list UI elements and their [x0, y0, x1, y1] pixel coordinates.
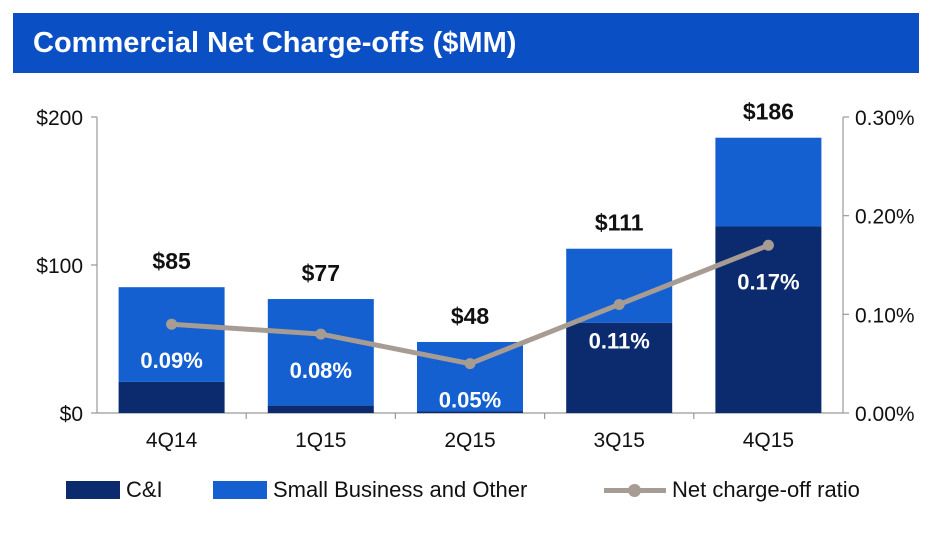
bar-small-business	[118, 287, 225, 382]
x-tick-label: 4Q15	[743, 429, 794, 452]
y-left-tick-label: $200	[36, 107, 83, 130]
ratio-point	[315, 328, 327, 340]
legend-label-c-and-i: C&I	[126, 477, 163, 502]
chart-title: Commercial Net Charge-offs ($MM)	[13, 13, 919, 73]
bar-c-and-i	[566, 322, 673, 413]
ratio-point	[613, 298, 625, 310]
ratio-data-label: 0.17%	[737, 269, 799, 294]
bar-c-and-i	[417, 411, 523, 413]
legend-swatch-ratio	[604, 481, 666, 499]
y-right-tick-label: 0.30%	[855, 107, 915, 130]
bar-c-and-i	[267, 405, 374, 413]
ratio-point	[464, 358, 476, 370]
bar-small-business	[267, 299, 374, 406]
bar-c-and-i	[118, 381, 225, 413]
ratio-data-label: 0.05%	[439, 388, 501, 413]
bar-small-business	[715, 137, 822, 227]
commercial-nco-chart: $0 $100 $200 0.00% 0.10% 0.20% 0.30% 4Q14 $85 1Q1…	[36, 99, 915, 452]
bar-small-business	[417, 341, 523, 412]
legend-swatch-c-and-i	[66, 481, 120, 499]
bar-small-business	[566, 248, 673, 323]
y-right-tick-label: 0.20%	[855, 206, 915, 229]
bar-total-label: $111	[595, 210, 644, 236]
legend-item-small-business: Small Business and Other	[213, 474, 527, 506]
y-left-tick-label: $0	[60, 403, 83, 426]
bar-total-label: $48	[451, 303, 490, 329]
bar-total-label: $186	[743, 99, 794, 125]
ratio-point	[762, 239, 774, 251]
ratio-point	[166, 318, 178, 330]
bar-total-label: $77	[302, 260, 340, 286]
ratio-data-label: 0.09%	[140, 348, 202, 373]
bar-total-label: $85	[152, 248, 191, 274]
x-tick-label: 2Q15	[444, 429, 495, 452]
y-left-tick-label: $100	[36, 255, 83, 278]
legend-label-small-business: Small Business and Other	[273, 477, 528, 502]
y-right-tick-label: 0.00%	[855, 403, 915, 426]
legend-label-ratio: Net charge-off ratio	[672, 477, 860, 502]
legend-swatch-small-business	[213, 481, 267, 499]
ratio-data-label: 0.08%	[290, 358, 352, 383]
ratio-data-label: 0.11%	[589, 328, 650, 353]
y-right-tick-label: 0.10%	[855, 304, 915, 327]
legend-item-ratio: Net charge-off ratio	[604, 474, 860, 506]
x-tick-label: 1Q15	[295, 429, 346, 452]
x-tick-label: 3Q15	[594, 429, 645, 452]
bar-c-and-i	[715, 226, 822, 413]
legend-item-c-and-i: C&I	[66, 474, 163, 506]
x-tick-label: 4Q14	[146, 429, 198, 452]
